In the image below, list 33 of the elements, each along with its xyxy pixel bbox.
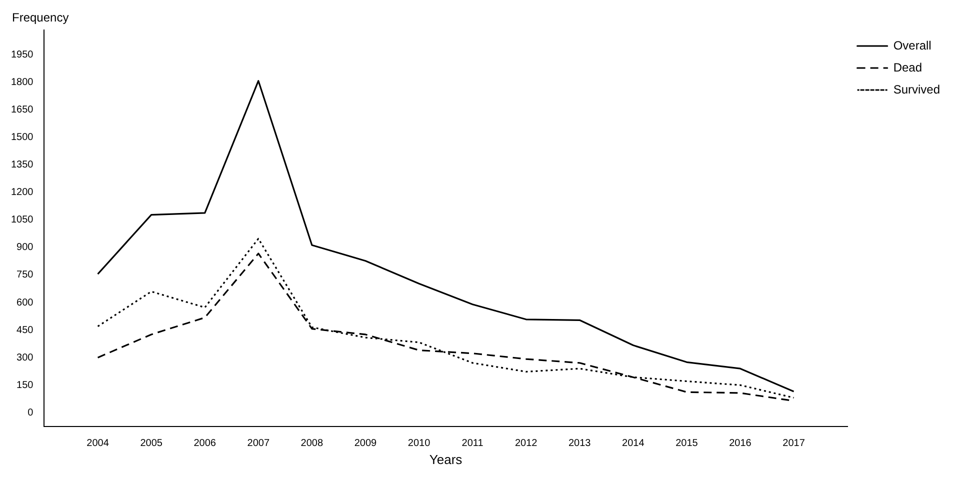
x-tick-label: 2005 bbox=[140, 438, 163, 450]
y-tick-label: 1200 bbox=[10, 187, 34, 198]
y-tick-label: 1650 bbox=[10, 104, 34, 116]
y-tick-label: 300 bbox=[16, 352, 34, 364]
y-tick-label: 0 bbox=[28, 407, 34, 418]
x-tick-label: 2010 bbox=[408, 438, 431, 450]
x-tick-label: 2009 bbox=[354, 438, 378, 450]
legend-label: Dead bbox=[893, 60, 922, 74]
y-tick-label: 600 bbox=[16, 297, 34, 308]
legend-label: Survived bbox=[893, 82, 940, 96]
y-tick-label: 450 bbox=[16, 324, 34, 336]
x-tick-label: 2014 bbox=[622, 438, 645, 450]
y-tick-label: 150 bbox=[16, 380, 34, 391]
x-tick-label: 2015 bbox=[676, 438, 698, 450]
x-tick-label: 2017 bbox=[782, 438, 806, 450]
y-axis-title: Frequency bbox=[12, 10, 69, 24]
x-tick-label: 2013 bbox=[568, 438, 592, 450]
x-tick-label: 2006 bbox=[194, 438, 216, 450]
y-tick-label: 900 bbox=[16, 242, 34, 254]
x-tick-label: 2016 bbox=[729, 438, 752, 450]
y-tick-label: 1500 bbox=[10, 132, 34, 144]
x-tick-label: 2012 bbox=[514, 438, 538, 450]
legend-label: Overall bbox=[893, 38, 932, 52]
y-tick-label: 1350 bbox=[10, 160, 34, 171]
x-tick-label: 2004 bbox=[86, 438, 110, 450]
y-tick-label: 750 bbox=[16, 270, 34, 281]
x-axis-title: Years bbox=[429, 452, 463, 467]
y-tick-label: 1950 bbox=[10, 50, 34, 61]
x-tick-label: 2008 bbox=[300, 438, 324, 450]
y-tick-label: 1800 bbox=[10, 77, 34, 88]
x-tick-label: 2007 bbox=[247, 438, 270, 450]
x-tick-label: 2011 bbox=[462, 438, 484, 450]
y-tick-label: 1050 bbox=[10, 214, 34, 226]
